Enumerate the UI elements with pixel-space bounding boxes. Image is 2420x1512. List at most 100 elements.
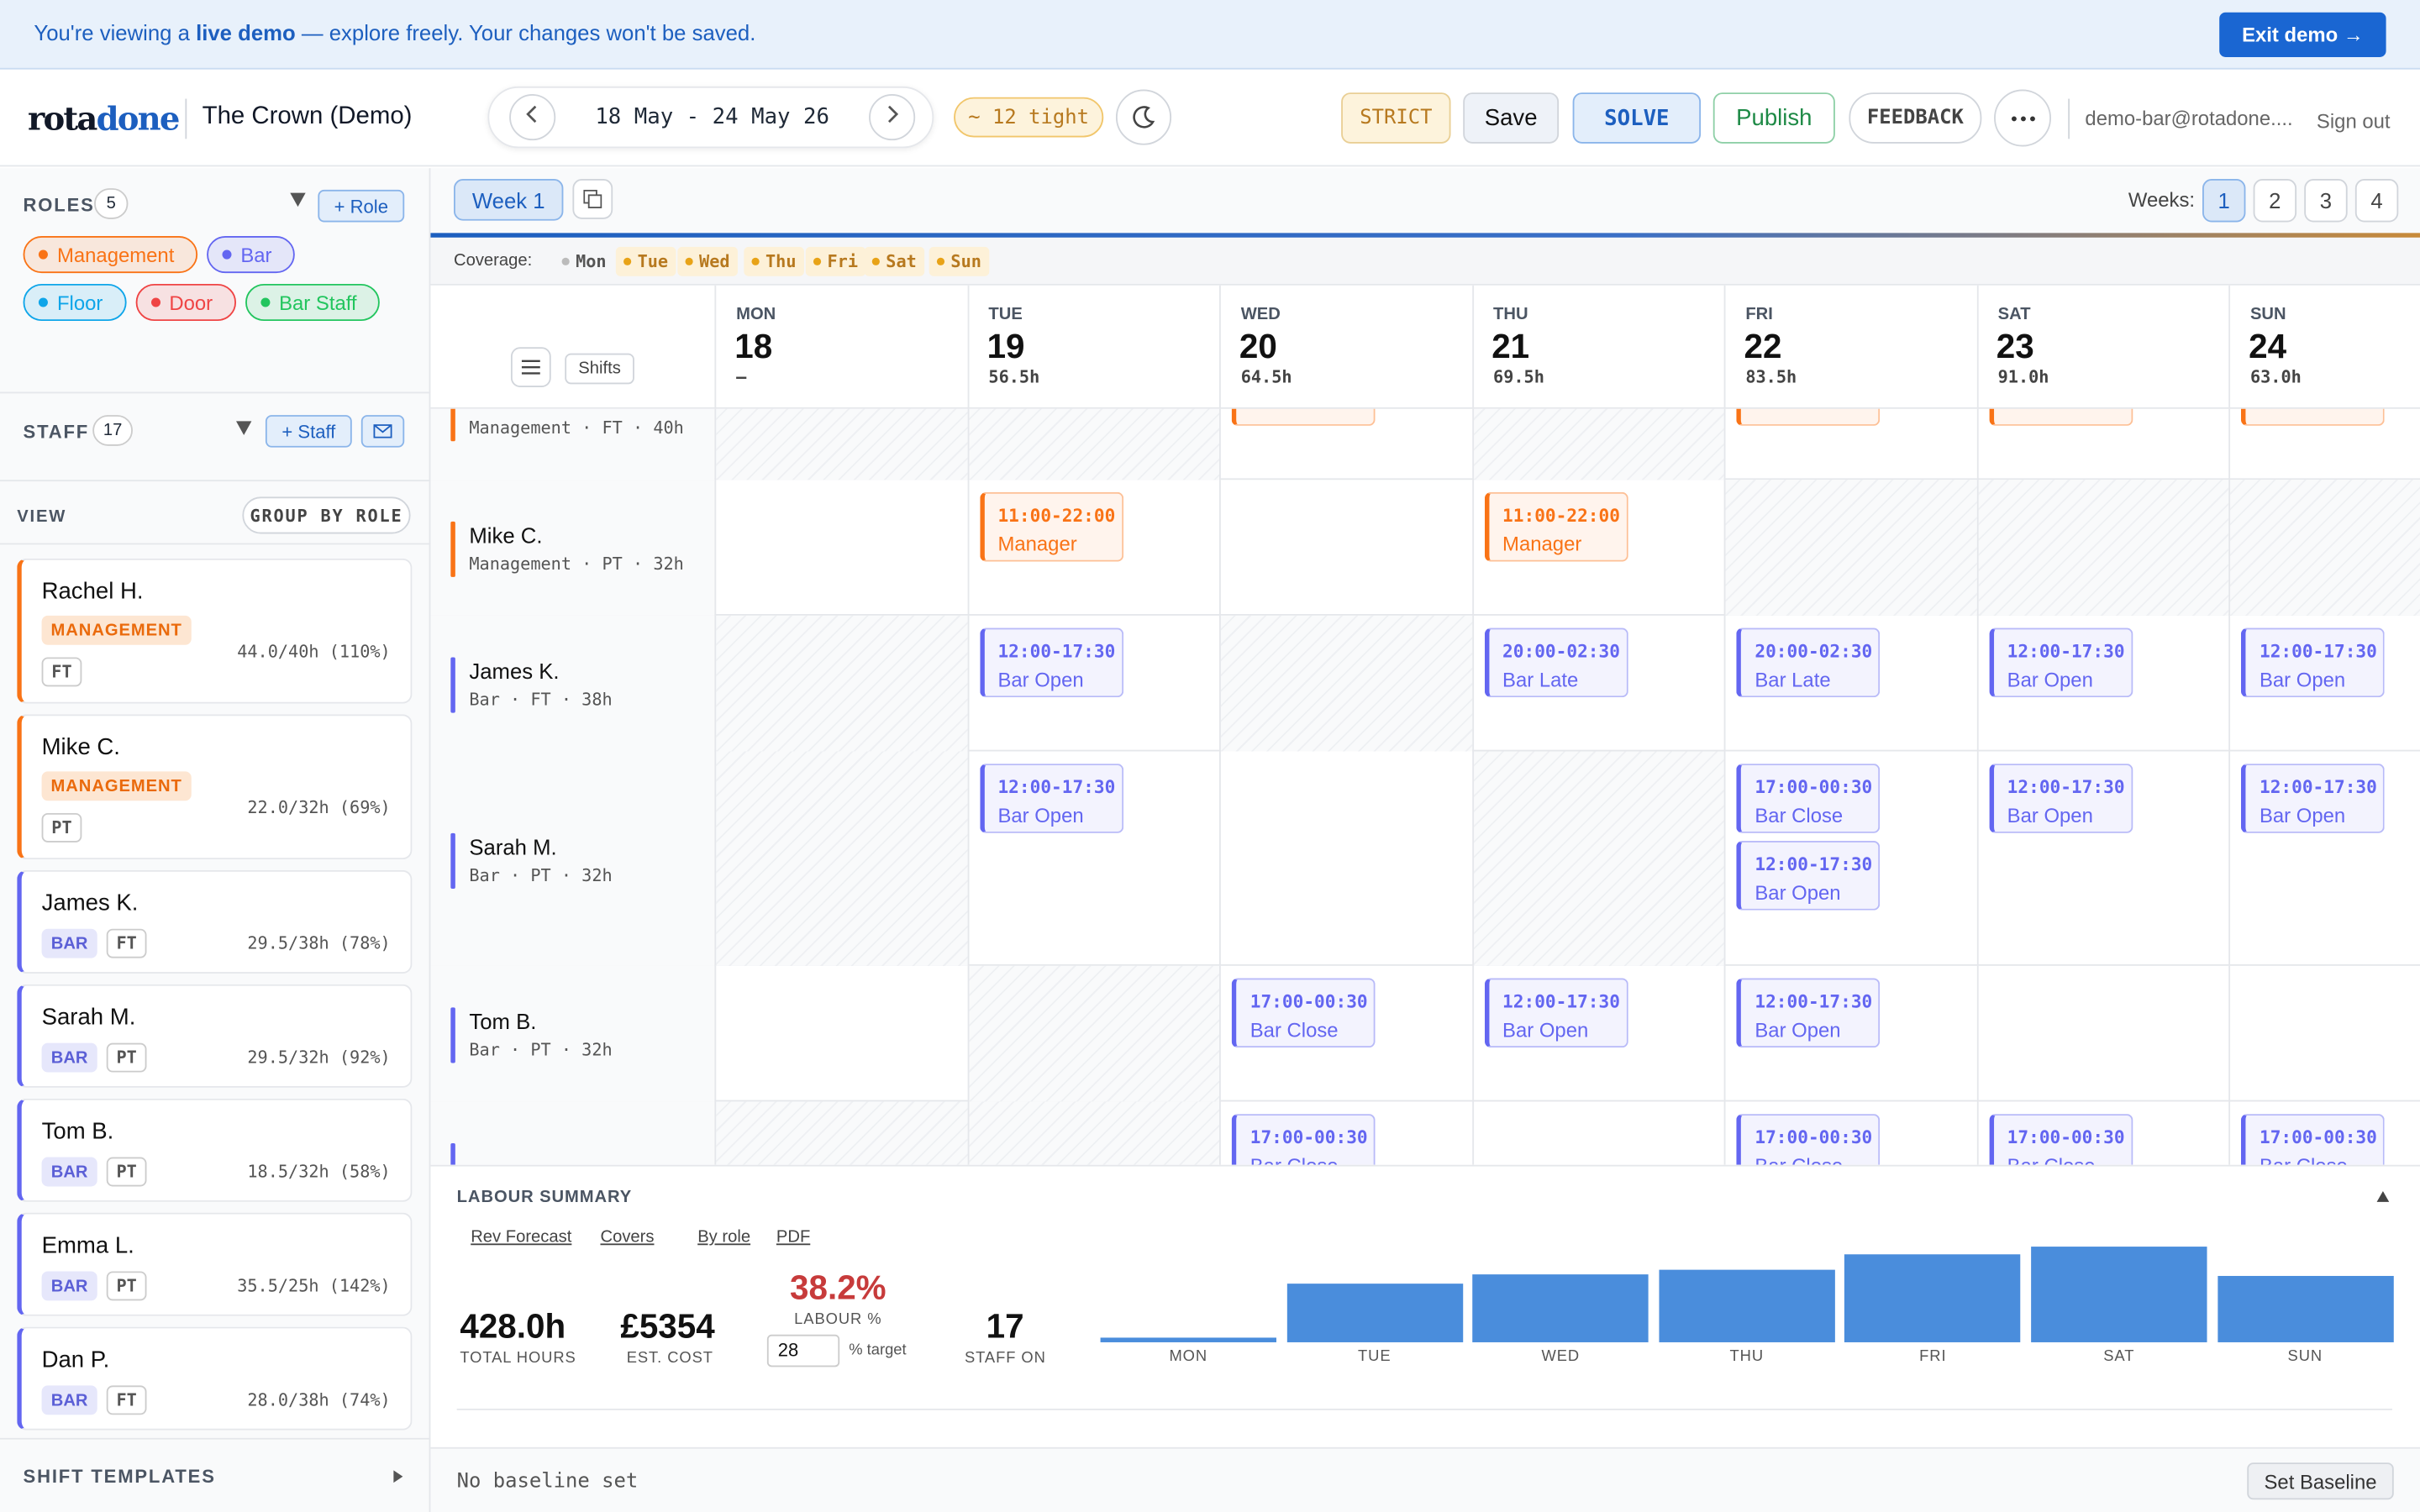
- role-chip[interactable]: Bar: [206, 236, 296, 274]
- email-button[interactable]: [360, 415, 405, 448]
- shift-chip[interactable]: 12:00-17:30 Bar Open: [2240, 764, 2385, 833]
- day-cell[interactable]: [714, 751, 967, 966]
- day-cell[interactable]: [1975, 408, 2228, 480]
- shift-chip[interactable]: 17:00-00:30 Bar Close: [1231, 978, 1376, 1048]
- shift-chip[interactable]: 17:00-00:30 Bar Close: [1736, 1114, 1881, 1165]
- day-cell[interactable]: 12:00-17:30 Bar Open: [1471, 965, 1723, 1102]
- day-cell[interactable]: [966, 408, 1220, 480]
- day-cell[interactable]: 17:00-00:30 Bar Close: [2228, 1101, 2420, 1165]
- day-cell[interactable]: [1975, 965, 2228, 1102]
- filter-icon[interactable]: [236, 421, 252, 435]
- role-chip[interactable]: Bar Staff: [245, 283, 381, 322]
- day-cell[interactable]: [1219, 615, 1472, 752]
- shift-chip[interactable]: 11:00-22:00 Manager: [979, 491, 1123, 562]
- shift-chip[interactable]: 20:00-02:30 Bar Late: [1736, 627, 1881, 698]
- day-cell[interactable]: [714, 1101, 967, 1165]
- day-cell[interactable]: [1471, 751, 1724, 966]
- row-menu[interactable]: [510, 347, 551, 388]
- shift-chip[interactable]: 17:00-00:30 Bar Close: [1988, 1114, 2133, 1165]
- prev-week[interactable]: [509, 94, 556, 141]
- day-cell[interactable]: 12:00-17:30 Bar Open: [2228, 615, 2420, 752]
- week-tab[interactable]: Week 1: [453, 179, 564, 221]
- staff-card[interactable]: Rachel H. MANAGEMENT FT 44.0/40h (110%): [17, 558, 413, 704]
- day-cell[interactable]: [966, 1101, 1220, 1165]
- day-cell[interactable]: [714, 615, 967, 752]
- day-cell[interactable]: 17:00-00:30 Bar Close: [1219, 1101, 1471, 1165]
- theme-toggle[interactable]: [1115, 89, 1172, 145]
- role-chip[interactable]: Management: [23, 236, 197, 274]
- staff-card[interactable]: Tom B. BAR PT 18.5/32h (58%): [17, 1098, 413, 1202]
- day-cell[interactable]: [1471, 1101, 1723, 1165]
- day-cell[interactable]: 12:00-17:30 Bar Open: [1975, 615, 2228, 752]
- staff-card[interactable]: Emma L. BAR PT 35.5/25h (142%): [17, 1212, 413, 1316]
- feedback-button[interactable]: FEEDBACK: [1849, 92, 1982, 144]
- exit-demo-button[interactable]: Exit demo →: [2219, 12, 2386, 57]
- day-cell[interactable]: [1975, 480, 2229, 616]
- day-cell[interactable]: [2228, 965, 2420, 1102]
- day-cell[interactable]: 11:00-22:00 Manager: [1471, 480, 1723, 616]
- shift-chip[interactable]: 17:00-00:30 Bar Close: [1736, 764, 1881, 833]
- shift-chip[interactable]: 12:00-17:30 Bar Open: [979, 764, 1123, 833]
- day-cell[interactable]: [1219, 480, 1471, 616]
- shift-chip[interactable]: 12:00-17:30 Bar Open: [1484, 978, 1628, 1048]
- day-cell[interactable]: [1471, 408, 1724, 480]
- shift-chip[interactable]: [1988, 408, 2133, 426]
- shift-chip[interactable]: 12:00-17:30 Bar Open: [1988, 627, 2133, 698]
- add-role-button[interactable]: + Role: [318, 189, 405, 223]
- shift-chip[interactable]: [1231, 408, 1376, 426]
- summary-tab[interactable]: Covers: [600, 1228, 655, 1247]
- day-cell[interactable]: 17:00-00:30 Bar Close: [1723, 1101, 1976, 1165]
- set-baseline-button[interactable]: Set Baseline: [2247, 1462, 2394, 1500]
- staff-card[interactable]: Sarah M. BAR PT 29.5/32h (92%): [17, 984, 413, 1088]
- shift-chip[interactable]: 17:00-00:30 Bar Close: [2240, 1114, 2385, 1165]
- day-cell[interactable]: 17:00-00:30 Bar Close: [1219, 965, 1471, 1102]
- strict-button[interactable]: STRICT: [1341, 92, 1451, 144]
- shift-chip[interactable]: 12:00-17:30 Bar Open: [1736, 978, 1881, 1048]
- day-cell[interactable]: 12:00-17:30 Bar Open: [2228, 751, 2420, 966]
- day-cell[interactable]: 12:00-17:30 Bar Open: [1723, 965, 1976, 1102]
- shift-chip[interactable]: 12:00-17:30 Bar Open: [2240, 627, 2385, 698]
- week-button[interactable]: 1: [2202, 179, 2246, 223]
- solve-button[interactable]: SOLVE: [1572, 92, 1702, 144]
- week-button[interactable]: 2: [2253, 179, 2297, 223]
- shift-chip[interactable]: 12:00-17:30 Bar Open: [1736, 841, 1881, 911]
- day-cell[interactable]: [714, 480, 966, 616]
- shift-chip[interactable]: 11:00-22:00 Manager: [1484, 491, 1628, 562]
- shifts-button[interactable]: Shifts: [565, 353, 634, 385]
- day-cell[interactable]: [1219, 408, 1471, 480]
- expand-icon[interactable]: [393, 1470, 403, 1483]
- day-cell[interactable]: [966, 965, 1220, 1102]
- shift-chip[interactable]: 17:00-00:30 Bar Close: [1231, 1114, 1376, 1165]
- day-cell[interactable]: 12:00-17:30 Bar Open: [966, 615, 1219, 752]
- day-cell[interactable]: [1219, 751, 1471, 966]
- day-cell[interactable]: [1723, 480, 1976, 616]
- save-button[interactable]: Save: [1463, 92, 1560, 144]
- day-cell[interactable]: 17:00-00:30 Bar Close: [1975, 1101, 2228, 1165]
- day-cell[interactable]: [714, 408, 967, 480]
- staff-card[interactable]: Dan P. BAR FT 28.0/38h (74%): [17, 1326, 413, 1431]
- filter-icon[interactable]: [290, 192, 306, 207]
- week-button[interactable]: 4: [2354, 179, 2399, 223]
- day-cell[interactable]: 20:00-02:30 Bar Late: [1471, 615, 1723, 752]
- templates-label[interactable]: SHIFT TEMPLATES: [23, 1465, 216, 1488]
- day-cell[interactable]: 11:00-22:00 Manager: [966, 480, 1219, 616]
- week-button[interactable]: 3: [2304, 179, 2348, 223]
- day-cell[interactable]: 12:00-17:30 Bar Open: [966, 751, 1219, 966]
- shift-chip[interactable]: 12:00-17:30 Bar Open: [979, 627, 1123, 698]
- summary-tab[interactable]: PDF: [776, 1228, 811, 1247]
- publish-button[interactable]: Publish: [1712, 92, 1835, 144]
- staff-card[interactable]: Mike C. MANAGEMENT PT 22.0/32h (69%): [17, 714, 413, 860]
- day-cell[interactable]: 12:00-17:30 Bar Open: [1975, 751, 2228, 966]
- group-by-button[interactable]: GROUP BY ROLE: [242, 496, 411, 534]
- day-cell[interactable]: [1723, 408, 1976, 480]
- shift-chip[interactable]: [2240, 408, 2385, 426]
- day-cell[interactable]: [2228, 408, 2420, 480]
- collapse-icon[interactable]: [2376, 1190, 2390, 1202]
- day-cell[interactable]: 17:00-00:30 Bar Close 12:00-17:30 Bar Open: [1723, 751, 1976, 966]
- role-chip[interactable]: Floor: [23, 283, 126, 322]
- more-button[interactable]: [1994, 89, 2052, 147]
- copy-week[interactable]: [572, 179, 613, 219]
- staff-card[interactable]: James K. BAR FT 29.5/38h (78%): [17, 869, 413, 974]
- target-input[interactable]: 28: [766, 1334, 840, 1368]
- shift-chip[interactable]: [1736, 408, 1881, 426]
